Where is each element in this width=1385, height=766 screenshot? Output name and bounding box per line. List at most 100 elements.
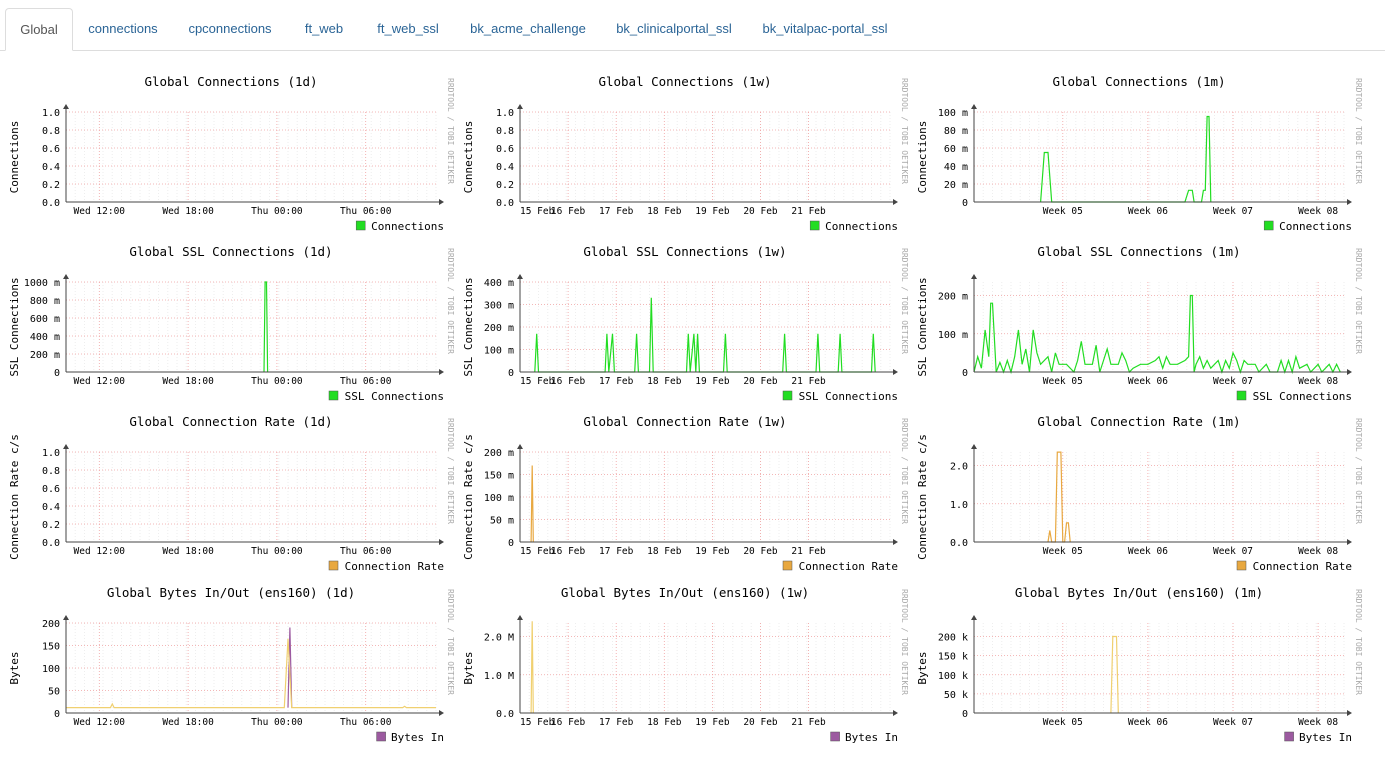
x-axis-arrow xyxy=(893,539,898,545)
y-tick-label: 600 m xyxy=(30,314,60,325)
y-tick-label: 1.0 xyxy=(42,448,60,459)
y-tick-label: 800 m xyxy=(30,296,60,307)
y-tick-label: 300 m xyxy=(484,301,514,312)
y-tick-label: 100 m xyxy=(938,108,968,119)
series-line xyxy=(263,281,269,373)
legend-swatch xyxy=(1284,731,1294,742)
x-tick-label: Wed 12:00 xyxy=(74,206,126,217)
watermark: RRDTOOL / TOBI OETIKER xyxy=(1354,418,1362,524)
y-tick-label: 0 xyxy=(508,368,514,379)
x-tick-label: Thu 06:00 xyxy=(340,376,392,387)
x-tick-label: 17 Feb xyxy=(599,546,634,557)
y-tick-label: 0.0 xyxy=(42,198,60,209)
y-axis-label: Connection Rate c/s xyxy=(8,434,21,560)
x-tick-label: Week 05 xyxy=(1043,717,1083,728)
y-tick-label: 100 m xyxy=(484,346,514,357)
y-tick-label: 0 xyxy=(508,538,514,549)
watermark: RRDTOOL / TOBI OETIKER xyxy=(446,418,454,524)
x-tick-label: Thu 06:00 xyxy=(340,546,392,557)
y-tick-label: 0.0 xyxy=(950,538,968,549)
legend-swatch xyxy=(355,220,366,231)
watermark: RRDTOOL / TOBI OETIKER xyxy=(446,589,454,695)
y-tick-label: 100 k xyxy=(938,671,968,682)
x-tick-label: Week 07 xyxy=(1213,206,1253,217)
x-tick-label: 16 Feb xyxy=(551,376,586,387)
x-tick-label: Week 07 xyxy=(1213,376,1253,387)
y-tick-label: 1.0 M xyxy=(484,671,514,682)
graph-7[interactable]: Global Connection Rate (1d) RRDTOOL / TOB… xyxy=(4,408,454,573)
series-line xyxy=(530,465,534,543)
tab-cpconnections[interactable]: cpconnections xyxy=(188,21,272,36)
x-tick-label: Thu 06:00 xyxy=(340,206,392,217)
legend-swatch xyxy=(782,390,793,401)
y-tick-label: 80 m xyxy=(944,126,968,137)
y-tick-label: 1.0 xyxy=(950,500,968,511)
x-tick-label: Wed 18:00 xyxy=(162,376,214,387)
graph-title: Global Bytes In/Out (ens160) (1w) xyxy=(561,585,809,600)
y-tick-label: 0.6 xyxy=(42,484,60,495)
graph-title: Global Connections (1d) xyxy=(144,74,317,89)
tab-ft-web[interactable]: ft_web xyxy=(304,21,344,36)
x-axis-arrow xyxy=(1347,539,1352,545)
series-line xyxy=(287,627,293,708)
watermark: RRDTOOL / TOBI OETIKER xyxy=(1354,78,1362,184)
y-tick-label: 0.6 xyxy=(496,144,514,155)
x-axis-arrow xyxy=(439,539,444,545)
graph-11[interactable]: Global Bytes In/Out (ens160) (1w) RRDTOOL… xyxy=(458,579,908,744)
y-axis-label: Bytes xyxy=(916,651,929,684)
y-axis-label: Connection Rate c/s xyxy=(462,434,475,560)
y-axis-label: SSL Connections xyxy=(462,277,475,376)
graph-4[interactable]: Global SSL Connections (1d) RRDTOOL / TOB… xyxy=(4,238,454,403)
graph-1[interactable]: Global Connections (1d) RRDTOOL / TOBI OE… xyxy=(4,68,454,233)
x-tick-label: 20 Feb xyxy=(743,206,778,217)
y-tick-label: 0.0 xyxy=(42,538,60,549)
legend-swatch xyxy=(830,731,840,742)
y-axis-label: SSL Connections xyxy=(916,277,929,376)
x-tick-label: Week 07 xyxy=(1213,717,1253,728)
y-tick-label: 100 m xyxy=(938,330,968,341)
x-tick-label: Week 08 xyxy=(1298,376,1338,387)
tab-bar: Global connections cpconnections ft_web ft_w… xyxy=(0,0,1385,51)
y-tick-label: 200 m xyxy=(484,448,514,459)
tab-bk-acme-challenge[interactable]: bk_acme_challenge xyxy=(470,21,586,36)
graph-10[interactable]: Global Bytes In/Out (ens160) (1d) RRDTOOL… xyxy=(4,579,454,744)
tab-bk-clinicalportal-ssl[interactable]: bk_clinicalportal_ssl xyxy=(616,21,732,36)
graph-title: Global Bytes In/Out (ens160) (1m) xyxy=(1015,585,1263,600)
graph-8[interactable]: Global Connection Rate (1w) RRDTOOL / TOB… xyxy=(458,408,908,573)
y-axis-label: Bytes xyxy=(462,651,475,684)
graph-6[interactable]: Global SSL Connections (1m) RRDTOOL / TOB… xyxy=(912,238,1362,403)
x-tick-label: 15 Feb xyxy=(520,206,555,217)
y-tick-label: 400 m xyxy=(30,332,60,343)
y-axis-arrow xyxy=(971,274,977,279)
graph-3[interactable]: Global Connections (1m) RRDTOOL / TOBI OE… xyxy=(912,68,1362,233)
y-axis-label: Connections xyxy=(916,121,929,194)
y-tick-label: 0 xyxy=(962,709,968,720)
graph-5[interactable]: Global SSL Connections (1w) RRDTOOL / TOB… xyxy=(458,238,908,403)
graph-12[interactable]: Global Bytes In/Out (ens160) (1m) RRDTOOL… xyxy=(912,579,1362,744)
graph-9[interactable]: Global Connection Rate (1m) RRDTOOL / TOB… xyxy=(912,408,1362,573)
legend-label: Bytes In xyxy=(1299,731,1352,744)
x-tick-label: Week 05 xyxy=(1043,206,1083,217)
x-tick-label: Wed 18:00 xyxy=(162,206,214,217)
legend-swatch xyxy=(1263,220,1274,231)
graph-2[interactable]: Global Connections (1w) RRDTOOL / TOBI OE… xyxy=(458,68,908,233)
y-tick-label: 0 xyxy=(54,368,60,379)
tab-global[interactable]: Global xyxy=(5,8,73,51)
tab-bk-vitalpac-portal-ssl[interactable]: bk_vitalpac-portal_ssl xyxy=(762,21,888,36)
legend-swatch xyxy=(328,390,339,401)
x-tick-label: 18 Feb xyxy=(647,206,682,217)
x-tick-label: 20 Feb xyxy=(743,717,778,728)
y-tick-label: 0 xyxy=(962,368,968,379)
legend-label: SSL Connections xyxy=(1253,390,1352,403)
legend-label: SSL Connections xyxy=(799,390,898,403)
series-line xyxy=(66,638,436,709)
legend-label: Connection Rate xyxy=(799,560,898,573)
tab-connections[interactable]: connections xyxy=(88,21,158,36)
tab-ft-web-ssl[interactable]: ft_web_ssl xyxy=(377,21,439,36)
watermark: RRDTOOL / TOBI OETIKER xyxy=(900,248,908,354)
x-tick-label: 16 Feb xyxy=(551,717,586,728)
legend-swatch xyxy=(328,560,339,571)
x-tick-label: 20 Feb xyxy=(743,546,778,557)
y-axis-arrow xyxy=(971,104,977,109)
legend-label: Bytes In xyxy=(391,731,444,744)
